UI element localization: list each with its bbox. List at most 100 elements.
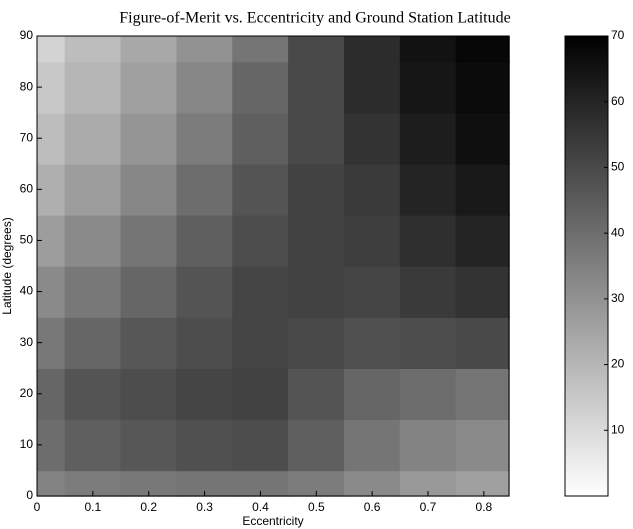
heatmap-cell <box>288 419 345 472</box>
heatmap-cell <box>343 419 401 472</box>
chart-title: Figure-of-Merit vs. Eccentricity and Gro… <box>119 10 510 27</box>
heatmap-cell <box>36 470 66 497</box>
heatmap-cell <box>455 163 510 216</box>
heatmap-cell <box>399 112 457 165</box>
heatmap-cell <box>399 35 457 63</box>
y-tick-label: 0 <box>26 488 33 502</box>
heatmap-cell <box>288 265 345 318</box>
y-axis-label: Latitude (degrees) <box>0 217 14 314</box>
heatmap-cell <box>232 35 290 63</box>
heatmap-cell <box>399 316 457 369</box>
heatmap-cell <box>36 35 66 63</box>
heatmap-cell <box>455 35 510 63</box>
heatmap-cell <box>232 61 290 114</box>
x-tick-label: 0.4 <box>252 500 269 514</box>
heatmap-cell <box>343 367 401 421</box>
x-axis-label: Eccentricity <box>242 514 303 528</box>
heatmap-cell <box>64 316 122 369</box>
heatmap-cell <box>232 419 290 472</box>
heatmap-cell <box>64 367 122 421</box>
x-tick-label: 0.2 <box>140 500 157 514</box>
heatmap-cell <box>64 61 122 114</box>
colorbar-tick-label: 60 <box>611 94 625 108</box>
heatmap-cell <box>288 112 345 165</box>
heatmap-cell <box>64 163 122 216</box>
heatmap-cell <box>64 214 122 267</box>
colorbar-tick-label: 30 <box>611 291 625 305</box>
heatmap-cell <box>176 214 234 267</box>
heatmap-cell <box>176 419 234 472</box>
y-tick-label: 90 <box>20 28 34 42</box>
heatmap-cell <box>120 214 178 267</box>
heatmap-cell <box>232 214 290 267</box>
heatmap-cell <box>120 112 178 165</box>
heatmap-cell <box>343 112 401 165</box>
y-tick-label: 20 <box>20 386 34 400</box>
heatmap-cell <box>288 367 345 421</box>
heatmap <box>36 35 510 497</box>
heatmap-cell <box>288 61 345 114</box>
heatmap-cell <box>343 35 401 63</box>
heatmap-cell <box>288 214 345 267</box>
heatmap-cell <box>399 367 457 421</box>
y-tick-label: 30 <box>20 335 34 349</box>
heatmap-cell <box>176 316 234 369</box>
heatmap-cell <box>455 214 510 267</box>
heatmap-cell <box>455 61 510 114</box>
heatmap-cell <box>455 470 510 497</box>
heatmap-cell <box>120 265 178 318</box>
y-tick-label: 50 <box>20 233 34 247</box>
y-tick-label: 60 <box>20 182 34 196</box>
heatmap-cell <box>120 61 178 114</box>
heatmap-cell <box>176 61 234 114</box>
y-tick-label: 40 <box>20 284 34 298</box>
heatmap-cell <box>64 35 122 63</box>
heatmap-cell <box>64 112 122 165</box>
colorbar-tick-label: 40 <box>611 225 625 239</box>
x-tick-label: 0 <box>34 500 41 514</box>
heatmap-cell <box>399 61 457 114</box>
heatmap-cell <box>288 316 345 369</box>
heatmap-cell <box>120 316 178 369</box>
y-tick-label: 70 <box>20 130 34 144</box>
heatmap-cell <box>343 61 401 114</box>
heatmap-cell <box>399 163 457 216</box>
x-tick-label: 0.7 <box>420 500 437 514</box>
heatmap-cell <box>399 265 457 318</box>
x-tick-label: 0.6 <box>364 500 381 514</box>
heatmap-cell <box>288 35 345 63</box>
heatmap-cell <box>120 35 178 63</box>
x-tick-label: 0.3 <box>196 500 213 514</box>
heatmap-cell <box>232 112 290 165</box>
heatmap-cell <box>176 112 234 165</box>
heatmap-cell <box>176 163 234 216</box>
heatmap-cell <box>232 316 290 369</box>
heatmap-cell <box>455 419 510 472</box>
heatmap-cell <box>64 419 122 472</box>
colorbar-tick-label: 20 <box>611 357 625 371</box>
colorbar-tick-label: 70 <box>611 28 625 42</box>
heatmap-cell <box>343 316 401 369</box>
plot-frame <box>36 35 510 497</box>
heatmap-cell <box>288 163 345 216</box>
heatmap-cell <box>120 367 178 421</box>
heatmap-cell <box>176 35 234 63</box>
y-tick-label: 80 <box>20 79 34 93</box>
heatmap-cell <box>232 163 290 216</box>
heatmap-cell <box>120 163 178 216</box>
heatmap-cell <box>343 214 401 267</box>
heatmap-cell <box>399 419 457 472</box>
heatmap-cell <box>455 367 510 421</box>
heatmap-cell <box>455 265 510 318</box>
heatmap-cell <box>455 316 510 369</box>
heatmap-cell <box>399 214 457 267</box>
heatmap-cell <box>343 265 401 318</box>
heatmap-cell <box>455 112 510 165</box>
heatmap-cell <box>120 419 178 472</box>
heatmap-cell <box>232 367 290 421</box>
colorbar <box>564 35 609 497</box>
x-tick-label: 0.1 <box>85 500 102 514</box>
heatmap-cell <box>232 265 290 318</box>
x-tick-label: 0.5 <box>308 500 325 514</box>
